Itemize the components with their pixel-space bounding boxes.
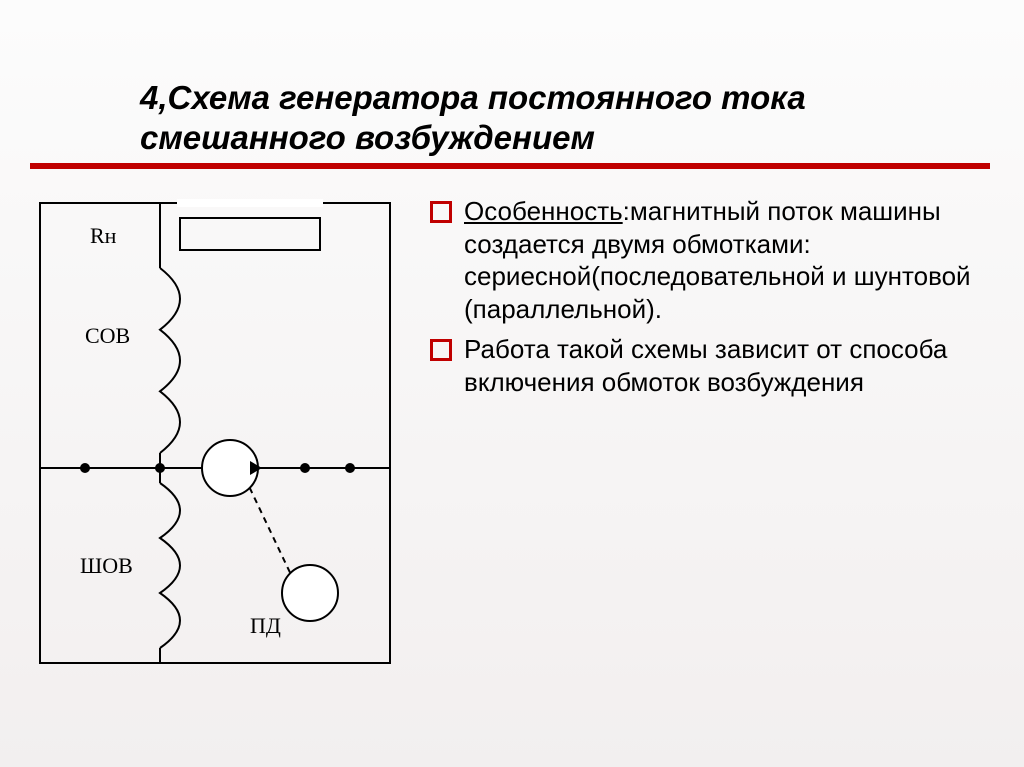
- slide: 4,Схема генератора постоянного тока смеш…: [0, 0, 1024, 767]
- bullet-icon: [430, 339, 452, 361]
- slide-title: 4,Схема генератора постоянного тока смеш…: [140, 78, 920, 157]
- svg-text:ПД: ПД: [250, 613, 281, 638]
- svg-text:Rн: Rн: [90, 223, 117, 248]
- svg-text:СОВ: СОВ: [85, 323, 130, 348]
- svg-text:ШОВ: ШОВ: [80, 553, 133, 578]
- bullet-2: Работа такой схемы зависит от способа вк…: [430, 333, 1000, 398]
- text-content: Особенность:магнитный поток машины созда…: [430, 195, 1000, 406]
- bullet-2-text: Работа такой схемы зависит от способа вк…: [464, 333, 1000, 398]
- title-underline: [30, 163, 990, 169]
- bullet-1: Особенность:магнитный поток машины созда…: [430, 195, 1000, 325]
- circuit-diagram: Rн СОВ ШОВ ПД: [30, 193, 400, 673]
- bullet-icon: [430, 201, 452, 223]
- bullet-1-text: Особенность:магнитный поток машины созда…: [464, 195, 1000, 325]
- bullet-1-lead: Особенность: [464, 196, 623, 226]
